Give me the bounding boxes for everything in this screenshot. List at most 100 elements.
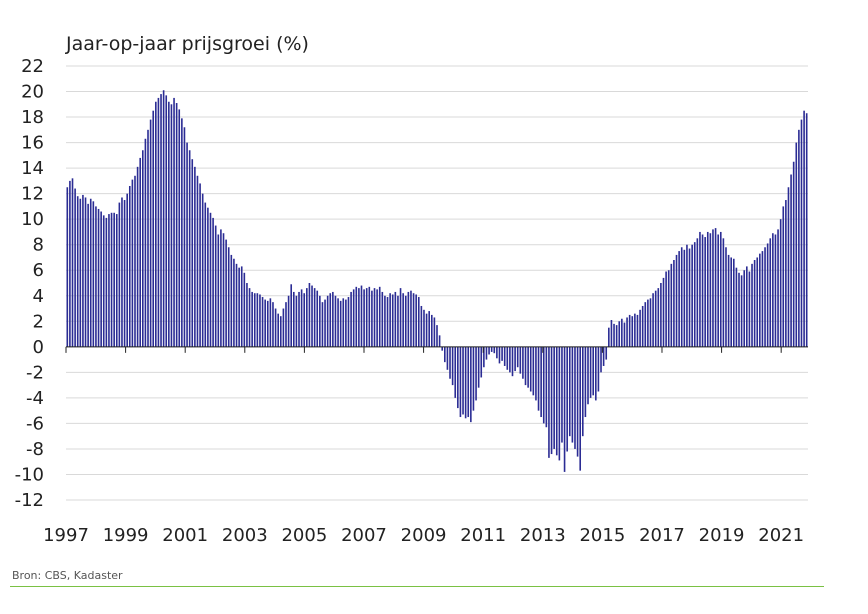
bar <box>160 94 162 347</box>
bar <box>548 346 550 458</box>
x-tick-label: 2019 <box>699 525 745 546</box>
bar <box>454 346 457 398</box>
bar <box>365 288 368 347</box>
bar <box>209 212 212 347</box>
x-tick-label: 2015 <box>579 525 625 546</box>
bar <box>610 320 613 347</box>
bar <box>680 247 683 347</box>
x-tick-label: 2001 <box>162 525 208 546</box>
bar <box>142 150 144 347</box>
bar <box>407 291 410 347</box>
bar <box>464 346 467 419</box>
bar <box>772 233 774 347</box>
bar <box>457 346 459 409</box>
bar <box>436 325 438 347</box>
bar <box>230 254 233 347</box>
bar <box>108 214 110 347</box>
x-tick-label: 2011 <box>460 525 506 546</box>
bar <box>743 270 746 347</box>
bar <box>761 251 764 347</box>
bar <box>384 295 386 347</box>
bar <box>746 266 748 347</box>
bar <box>589 346 592 398</box>
bar <box>566 346 568 452</box>
bar <box>540 346 542 418</box>
footer-rule <box>10 586 824 587</box>
y-tick-label: -2 <box>26 362 44 383</box>
bar <box>467 346 470 418</box>
bar <box>428 311 430 347</box>
bar <box>795 142 798 347</box>
bar <box>165 95 168 347</box>
bar <box>293 291 295 347</box>
bar <box>308 283 311 347</box>
bar <box>196 175 199 347</box>
bar <box>115 214 118 347</box>
bar <box>238 267 240 347</box>
bar <box>100 211 102 347</box>
source-note: Bron: CBS, Kadaster <box>12 569 123 582</box>
bar <box>477 346 480 388</box>
y-tick-label: 4 <box>33 286 44 307</box>
bar <box>774 234 777 347</box>
bar <box>660 283 662 347</box>
bar <box>97 208 100 347</box>
bar <box>584 346 587 418</box>
bar <box>602 346 605 366</box>
bar <box>483 346 485 368</box>
bar <box>243 272 246 347</box>
y-tick-label: 20 <box>21 82 44 103</box>
x-tick-label: 2005 <box>281 525 327 546</box>
bar <box>295 295 298 347</box>
bar <box>266 300 269 347</box>
bar <box>472 346 475 411</box>
bar <box>654 290 657 347</box>
bar <box>420 305 423 347</box>
bar <box>444 346 446 363</box>
bar <box>191 159 194 347</box>
bar <box>769 238 772 347</box>
bar <box>227 247 230 347</box>
x-tick-label: 2009 <box>401 525 447 546</box>
bar <box>352 289 355 347</box>
bar <box>605 346 608 360</box>
bar <box>644 302 647 347</box>
bar <box>102 215 105 347</box>
y-tick-label: 16 <box>21 133 44 154</box>
bar <box>188 150 191 347</box>
bar <box>415 294 417 347</box>
bar <box>665 271 667 347</box>
x-tick-labels: 1997 1999 2001 2003 2005 2007 2009 2011 2013 2015… <box>43 525 804 546</box>
bar <box>634 313 636 347</box>
bar <box>470 346 472 423</box>
bar <box>613 323 615 347</box>
bar <box>147 129 149 347</box>
bar <box>300 289 303 347</box>
bar <box>376 289 378 347</box>
bar <box>345 299 347 347</box>
bar <box>800 119 803 347</box>
x-tick-label: 2013 <box>520 525 566 546</box>
bar <box>652 293 654 347</box>
bar <box>290 284 293 347</box>
bar <box>691 244 693 347</box>
bar <box>782 206 785 347</box>
bar <box>670 263 673 347</box>
bar <box>264 299 266 347</box>
y-tick-label: 8 <box>33 235 44 256</box>
bar <box>683 249 686 347</box>
bar <box>87 203 89 347</box>
bar <box>748 271 751 347</box>
bar <box>355 286 358 347</box>
bar <box>790 174 792 347</box>
x-tick-label: 2003 <box>222 525 268 546</box>
bar <box>766 243 769 347</box>
bar <box>563 346 566 472</box>
bar <box>787 187 790 347</box>
bar <box>493 346 496 354</box>
bar <box>110 212 113 347</box>
bar <box>636 314 639 347</box>
bar <box>727 254 730 347</box>
bar <box>496 346 498 359</box>
bar <box>639 309 641 347</box>
